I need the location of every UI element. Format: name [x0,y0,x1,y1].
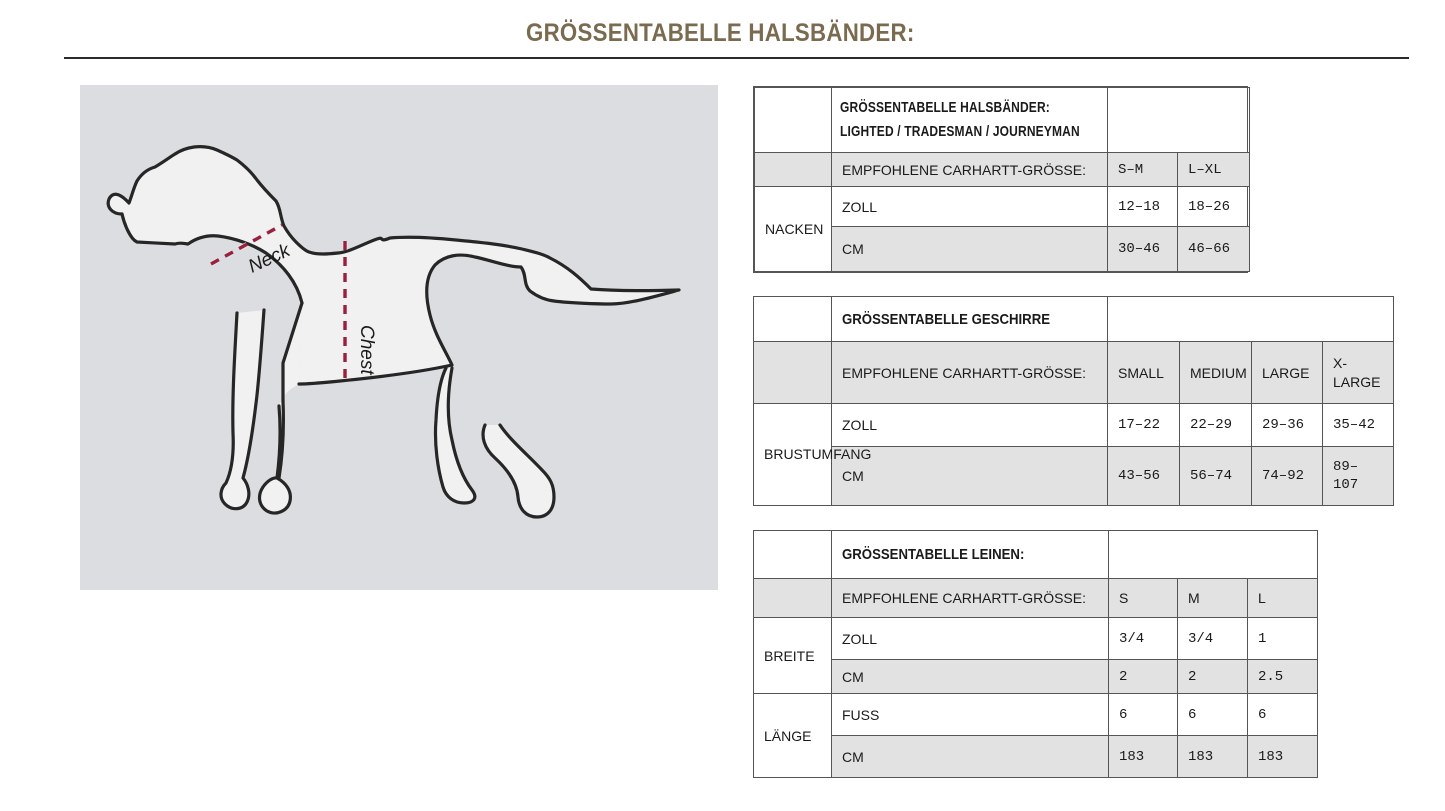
svg-text:Chest: Chest [356,325,377,375]
